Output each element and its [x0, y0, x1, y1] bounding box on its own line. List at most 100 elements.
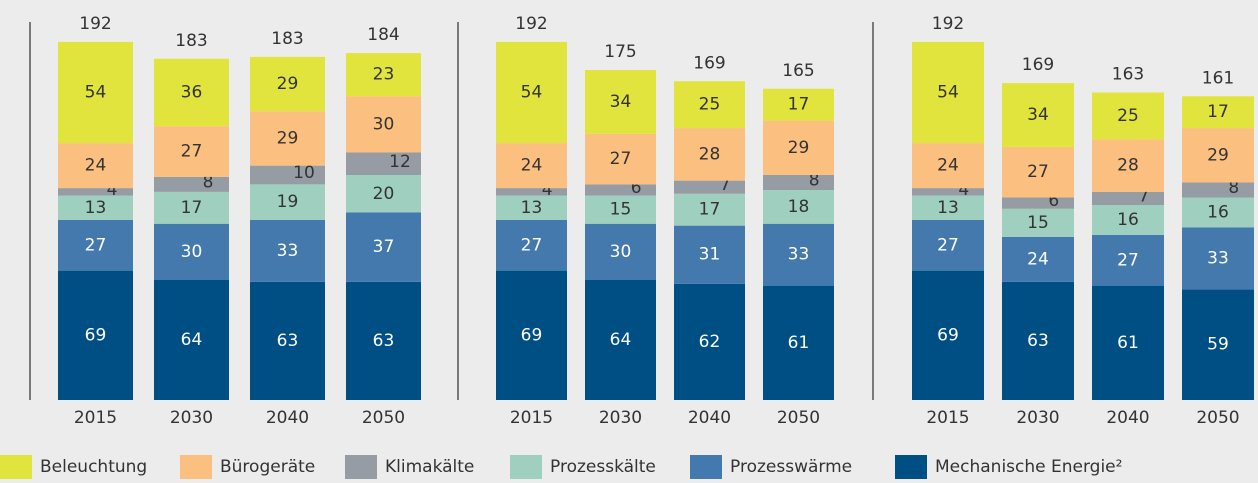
bar-segment: [763, 285, 834, 400]
bar-segment: [912, 270, 984, 400]
bar-segment: [58, 220, 133, 271]
legend-swatch: [510, 455, 542, 479]
data-label: 19: [277, 192, 299, 212]
data-label: 29: [788, 138, 810, 158]
data-label: 33: [1207, 248, 1229, 268]
data-label: 29: [1207, 145, 1229, 165]
data-label: 4: [107, 180, 118, 200]
bar-segment: [496, 220, 567, 271]
bar-segment: [1092, 139, 1164, 192]
data-label: 16: [1207, 203, 1229, 223]
data-label: 12: [389, 152, 411, 172]
data-label: 17: [1207, 102, 1229, 122]
bar-segment: [250, 184, 325, 220]
data-label: 17: [788, 95, 810, 115]
data-label: 54: [85, 83, 107, 103]
bar-segment: [1092, 205, 1164, 235]
legend-swatch: [690, 455, 722, 479]
data-label: 37: [373, 237, 395, 257]
x-tick-label: 2015: [926, 408, 969, 428]
bar-segment: [763, 88, 834, 121]
total-label: 165: [782, 61, 814, 81]
bar-segment: [1182, 96, 1254, 129]
data-label: 17: [181, 198, 203, 218]
bar-segment: [1092, 191, 1164, 205]
data-label: 61: [1117, 333, 1139, 353]
data-label: 13: [85, 198, 107, 218]
bar-segment: [912, 220, 984, 271]
data-label: 29: [277, 74, 299, 94]
x-tick-label: 2030: [1016, 408, 1059, 428]
total-label: 161: [1202, 68, 1234, 88]
data-label: 28: [1117, 156, 1139, 176]
bar-segment: [763, 120, 834, 175]
bar-segment: [346, 175, 421, 213]
data-label: 63: [1027, 331, 1049, 351]
x-tick-label: 2030: [170, 408, 213, 428]
data-label: 63: [373, 331, 395, 351]
total-label: 183: [271, 29, 303, 49]
legend-swatch: [345, 455, 377, 479]
data-label: 25: [1117, 106, 1139, 126]
data-label: 8: [1228, 178, 1239, 198]
bar-segment: [250, 111, 325, 166]
bar-segment: [1002, 208, 1074, 237]
bar-segment: [346, 96, 421, 153]
bar-segment: [912, 41, 984, 144]
data-label: 16: [1117, 210, 1139, 230]
data-label: 27: [85, 235, 107, 255]
total-label: 163: [1112, 65, 1144, 85]
data-label: 15: [1027, 213, 1049, 233]
legend-label: Bürogeräte: [220, 457, 315, 477]
data-label: 27: [1117, 250, 1139, 270]
legend-swatch: [0, 455, 32, 479]
bar-segment: [1182, 197, 1254, 228]
data-label: 34: [1027, 105, 1049, 125]
legend-label: Prozesswärme: [730, 457, 852, 477]
bar-segment: [496, 270, 567, 400]
total-label: 169: [1022, 55, 1054, 75]
x-tick-label: 2040: [266, 408, 309, 428]
total-label: 192: [932, 14, 964, 34]
data-label: 31: [699, 245, 721, 265]
data-label: 4: [958, 180, 969, 200]
bar-segment: [250, 56, 325, 112]
bar-segment: [496, 188, 567, 196]
bar-segment: [912, 143, 984, 189]
bar-segment: [1002, 83, 1074, 147]
x-tick-label: 2015: [74, 408, 117, 428]
data-label: 23: [373, 65, 395, 85]
data-label: 28: [699, 144, 721, 164]
data-label: 62: [699, 332, 721, 352]
bar-segment: [674, 193, 745, 226]
bar-segment: [585, 184, 656, 196]
bar-segment: [58, 41, 133, 144]
legend-label: Klimakälte: [385, 457, 474, 477]
bar-segment: [674, 283, 745, 400]
bar-segment: [1092, 92, 1164, 140]
data-label: 17: [699, 200, 721, 220]
data-label: 30: [610, 242, 632, 262]
data-label: 20: [373, 184, 395, 204]
bar-segment: [585, 223, 656, 280]
data-label: 24: [1027, 249, 1049, 269]
data-label: 13: [937, 198, 959, 218]
data-label: 69: [521, 325, 543, 345]
data-label: 18: [788, 197, 810, 217]
bar-segment: [1092, 285, 1164, 400]
data-label: 30: [373, 114, 395, 134]
data-label: 36: [181, 83, 203, 103]
data-label: 24: [937, 156, 959, 176]
bar-segment: [496, 143, 567, 189]
bar-segment: [763, 223, 834, 286]
bar-segment: [1182, 289, 1254, 400]
bar-segment: [585, 280, 656, 400]
data-label: 6: [1048, 191, 1059, 211]
bar-segment: [250, 165, 325, 185]
data-label: 54: [937, 83, 959, 103]
bar-segment: [1002, 281, 1074, 400]
bar-segment: [1182, 182, 1254, 198]
bar-segment: [346, 53, 421, 97]
data-label: 24: [85, 156, 107, 176]
